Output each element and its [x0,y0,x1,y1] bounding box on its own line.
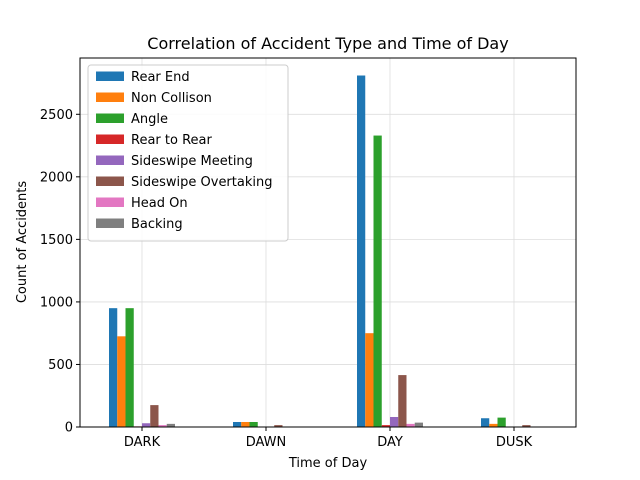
legend-label: Sideswipe Overtaking [131,175,272,190]
bar [365,333,374,427]
x-tick-label: DAWN [246,435,287,450]
x-tick-label: DARK [124,435,161,450]
legend-swatch [96,134,124,144]
bar [390,416,399,427]
y-ticks: 0 500 1000 1500 2000 2500 [40,108,80,436]
bar [125,308,134,427]
legend-label: Angle [131,112,168,127]
y-tick-label: 0 [65,421,73,436]
bar [398,375,407,427]
x-ticks: DARK DAWN DAY DUSK [124,427,533,450]
legend-label: Backing [131,217,183,232]
bar [381,425,390,427]
legend-swatch [96,113,124,123]
legend-swatch [96,155,124,165]
bar [233,421,242,427]
y-tick-label: 500 [48,358,73,373]
plot-frame [79,57,577,428]
legend-label: Rear to Rear [131,133,212,148]
bar [142,423,151,427]
x-tick-label: DAY [377,435,403,450]
bar [414,422,423,427]
bar [109,308,118,427]
legend-swatch [96,218,124,228]
bar [497,417,506,427]
bar [274,425,283,427]
chart-title: Correlation of Accident Type and Time of… [147,34,508,53]
x-axis-label: Time of Day [288,456,368,471]
legend-label: Head On [131,196,188,211]
bar [481,418,490,427]
bar [166,423,175,427]
y-tick-label: 1000 [40,295,73,310]
legend: Rear End Non Collison Angle Rear to Rear Sid… [87,64,289,242]
bar [150,405,159,427]
bar [522,425,531,427]
legend-label: Sideswipe Meeting [131,154,253,169]
bar [158,425,167,427]
legend-swatch [96,71,124,81]
legend-box [87,64,289,242]
bar [241,421,250,427]
legend-swatch [96,92,124,102]
y-tick-label: 2500 [40,108,73,123]
y-tick-label: 2000 [40,170,73,185]
bar [117,336,126,427]
legend-label: Non Collison [131,91,212,106]
legend-swatch [96,176,124,186]
legend-swatch [96,197,124,207]
bar [489,423,498,427]
bar [406,423,415,427]
bars [109,75,547,427]
y-axis-label: Count of Accidents [15,181,30,304]
y-tick-label: 1500 [40,233,73,248]
legend-label: Rear End [131,70,190,85]
bar [373,135,382,427]
bar [249,421,258,427]
x-tick-label: DUSK [496,435,533,450]
bar [357,75,366,427]
